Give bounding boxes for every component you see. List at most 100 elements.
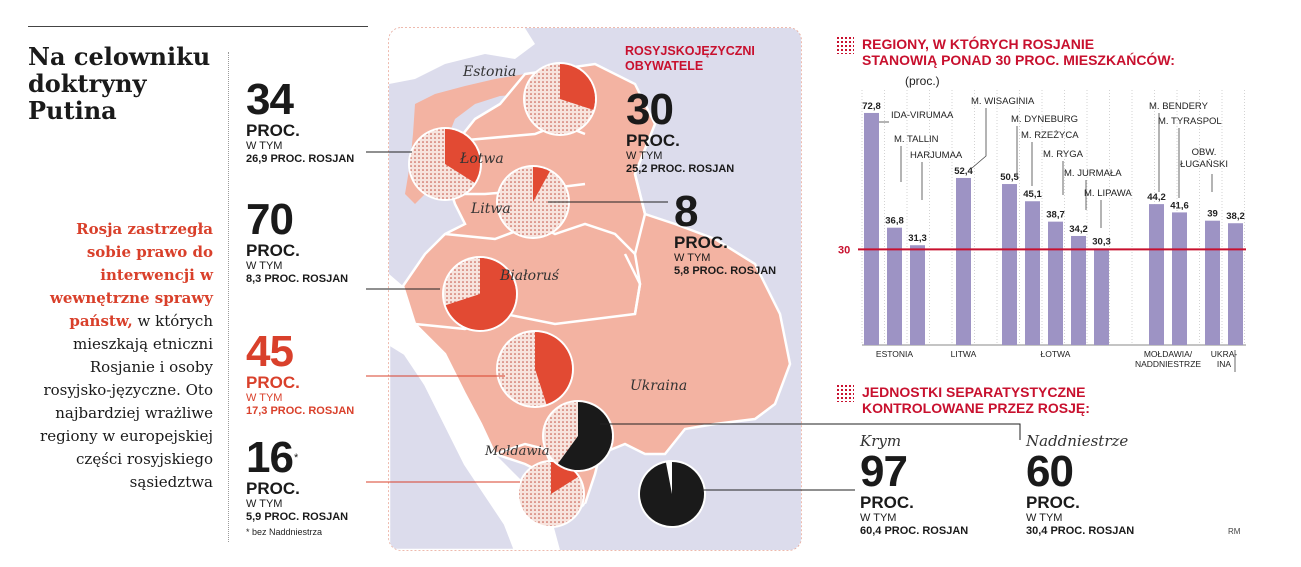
category-label-3: M. WISAGINIA [971, 96, 1035, 107]
stat-crimea-wtym: W TYM [860, 512, 897, 524]
stat-ukraine-value: 45 [246, 327, 294, 376]
stat-estonia-value: 30 [626, 85, 674, 134]
bar-9 [1149, 204, 1164, 345]
bar-value-3: 52,4 [954, 166, 973, 177]
bar-1 [887, 227, 902, 345]
bar-6 [1048, 221, 1063, 345]
stat-belarus-proc: PROC. [246, 241, 300, 260]
bar-value-11: 39 [1207, 209, 1218, 220]
country-label-ukraine: Ukraina [630, 378, 687, 394]
bar-10 [1172, 212, 1187, 345]
intro-text: Rosja zastrzegła sobie prawo do interwen… [28, 218, 213, 494]
country-label-lithuania: Litwa [470, 201, 511, 217]
stat-lithuania-rosjan: 5,8 PROC. ROSJAN [674, 265, 777, 277]
stat-crimea-rosjan: 60,4 PROC. ROSJAN [860, 525, 969, 537]
stat-lithuania: 8 PROC. W TYM 5,8 PROC. ROSJAN [674, 190, 844, 278]
stat-ukraine-rosjan: 17,3 PROC. ROSJAN [246, 405, 355, 417]
stat-belarus-wtym: W TYM [246, 260, 283, 272]
category-label-10: M. TYRASPOL [1158, 116, 1222, 127]
stat-crimea-proc: PROC. [860, 493, 914, 512]
pie-charts [408, 62, 706, 528]
stat-transnistria-wtym: W TYM [1026, 512, 1063, 524]
pie-transnistria-slice [558, 402, 612, 471]
bar-value-2: 31,3 [908, 233, 927, 244]
category-label-7: M. JURMAŁA [1064, 168, 1122, 179]
group-label-3-l0: MOŁDAWIA/ [1144, 349, 1193, 359]
map-russia-block [401, 62, 792, 516]
map-border-russia-east [633, 173, 647, 315]
stat-lithuania-wtym: W TYM [674, 252, 711, 264]
chart-title-marker [836, 36, 854, 54]
reference-line-label: 30 [838, 244, 850, 256]
category-label-2: HARJUMAA [910, 150, 963, 161]
category-label-11-l1: ŁUGAŃSKI [1180, 159, 1228, 170]
stat-transnistria-value: 60 [1026, 447, 1074, 496]
bar-value-8: 30,3 [1092, 236, 1111, 247]
country-label-latvia: Łotwa [459, 151, 504, 167]
category-label-6: M. RYGA [1043, 149, 1084, 160]
category-label-1: M. TALLIN [894, 134, 939, 145]
bar-7 [1071, 235, 1086, 345]
bar-value-7: 34,2 [1069, 224, 1088, 235]
bar-value-1: 36,8 [885, 216, 904, 227]
country-label-moldova: Mołdawia [484, 444, 549, 459]
map-west-grey [389, 341, 517, 550]
pie-crimea [638, 460, 706, 528]
stat-lithuania-proc: PROC. [674, 233, 728, 252]
stat-ukraine-proc: PROC. [246, 373, 300, 392]
separatist-title-marker [836, 384, 854, 402]
country-label-estonia: Estonia [462, 64, 516, 80]
stat-ukraine-wtym: W TYM [246, 392, 283, 404]
bar-value-9: 44,2 [1147, 192, 1166, 203]
stat-latvia-wtym: W TYM [246, 140, 283, 152]
category-leader-3 [971, 108, 987, 169]
stat-latvia-value: 34 [246, 75, 294, 124]
stat-moldova-rosjan: 5,9 PROC. ROSJAN [246, 511, 349, 523]
bar-4 [1002, 184, 1017, 345]
pie-latvia-slice [445, 129, 480, 183]
legend-label-line1: ROSYJSKOJĘZYCZNI [625, 44, 755, 58]
stat-moldova: 16* PROC. W TYM 5,9 PROC. ROSJAN [246, 436, 396, 524]
bar-3 [956, 177, 971, 345]
separatist-title-line2: KONTROLOWANE PRZEZ ROSJĘ: [862, 400, 1090, 416]
intro-rest: w których mieszkają etniczni Rosjanie i … [40, 312, 213, 491]
stat-ukraine: 45 PROC. W TYM 17,3 PROC. ROSJAN [246, 330, 396, 418]
chart-ylabel: (proc.) [905, 74, 940, 88]
category-label-11-l0: OBW. [1192, 147, 1217, 158]
pie-lithuania [496, 165, 570, 239]
stat-belarus-rosjan: 8,3 PROC. ROSJAN [246, 273, 349, 285]
separatist-title-line1: JEDNOSTKI SEPARATYSTYCZNE [862, 384, 1086, 400]
stat-transnistria-rosjan: 30,4 PROC. ROSJAN [1026, 525, 1135, 537]
stat-transnistria: Naddniestrze 60 PROC. W TYM 30,4 PROC. R… [1026, 432, 1196, 538]
stat-estonia-rosjan: 25,2 PROC. ROSJAN [626, 163, 735, 175]
stat-moldova-wtym: W TYM [246, 498, 283, 510]
bar-value-0: 72,8 [862, 101, 881, 112]
stat-moldova-proc: PROC. [246, 479, 300, 498]
stat-transnistria-proc: PROC. [1026, 493, 1080, 512]
map-land-baltic-shore [405, 74, 535, 204]
stat-latvia: 34 PROC. W TYM 26,9 PROC. ROSJAN [246, 78, 396, 166]
country-label-belarus: Białoruś [499, 268, 560, 284]
intro-highlight: Rosja zastrzegła sobie prawo do interwen… [49, 220, 213, 330]
signature: RM [1228, 527, 1241, 536]
category-label-8: M. LIPAWA [1084, 188, 1132, 199]
pie-belarus-slice [445, 258, 516, 330]
group-label-0: ESTONIA [876, 349, 913, 359]
stat-belarus-value: 70 [246, 195, 294, 244]
map: Estonia Łotwa Litwa Białoruś Ukraina Moł… [388, 27, 802, 551]
page-title: Na celowniku doktryny Putina [28, 42, 211, 125]
group-label-1: LITWA [951, 349, 977, 359]
bar-value-12: 38,2 [1226, 211, 1245, 222]
stat-latvia-proc: PROC. [246, 121, 300, 140]
pie-estonia-slice [560, 64, 595, 110]
pie-moldova [517, 460, 585, 528]
group-label-4-l1: INA [1217, 359, 1232, 369]
map-border-lithuania-belarus [444, 222, 636, 255]
stat-estonia-wtym: W TYM [626, 150, 663, 162]
map-land-north [389, 28, 535, 84]
pie-latvia [408, 127, 482, 201]
category-label-5: M. RZEŻYCA [1021, 130, 1079, 141]
bar-0 [864, 112, 879, 345]
legend-label-line2: OBYWATELE [625, 59, 703, 73]
group-label-4-l0: UKRA- [1211, 349, 1238, 359]
